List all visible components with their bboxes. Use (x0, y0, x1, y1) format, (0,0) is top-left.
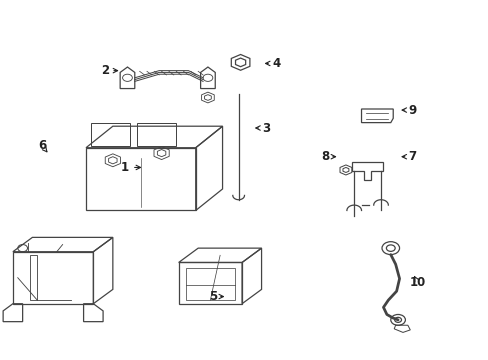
Text: 10: 10 (408, 276, 425, 289)
Text: 4: 4 (271, 57, 280, 70)
Text: 3: 3 (262, 122, 270, 135)
Text: 7: 7 (408, 150, 416, 163)
Text: 5: 5 (208, 290, 217, 303)
Text: 1: 1 (121, 161, 129, 174)
Text: 8: 8 (320, 150, 328, 163)
Text: 9: 9 (408, 104, 416, 117)
Text: 6: 6 (38, 139, 46, 152)
Text: 2: 2 (102, 64, 109, 77)
